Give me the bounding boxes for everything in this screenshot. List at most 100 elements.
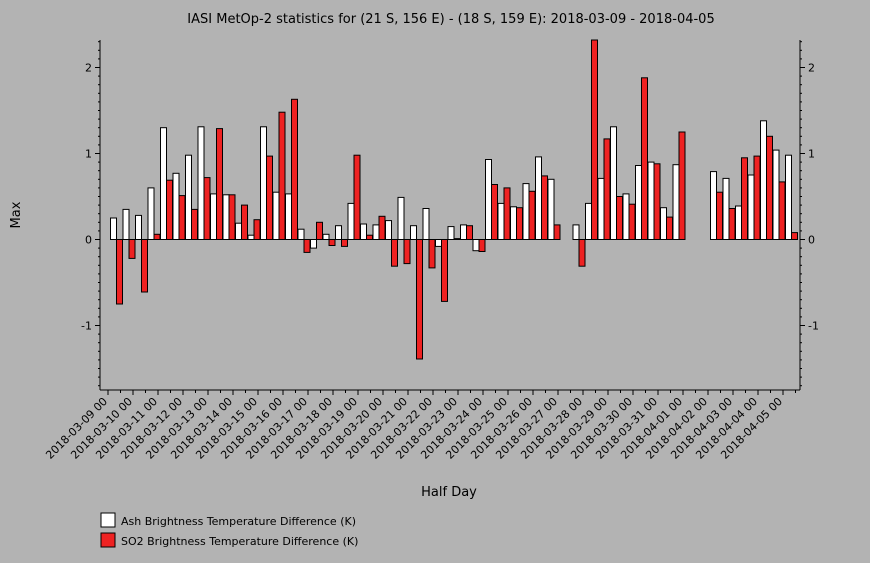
- legend-swatch-ash: [100, 512, 116, 528]
- bar-ash-16: [310, 239, 317, 249]
- x-axis-label: Half Day: [421, 485, 477, 500]
- bar-so2-43: [653, 163, 661, 240]
- bar-so2-15: [303, 239, 311, 253]
- bar-so2-42: [641, 77, 648, 240]
- bar-so2-12: [266, 155, 273, 241]
- bar-so2-7: [203, 177, 211, 241]
- bar-so2-33: [528, 190, 536, 241]
- legend-swatch-so2: [100, 532, 116, 548]
- bar-ash-0: [110, 217, 117, 240]
- bar-ash-30: [485, 159, 492, 240]
- bar-ash-51: [747, 174, 755, 240]
- bar-so2-10: [241, 204, 248, 241]
- y-tick-label-left: -1: [81, 320, 92, 333]
- bar-ash-9: [222, 194, 230, 241]
- bar-so2-31: [503, 187, 511, 240]
- y-tick-label-right: -1: [808, 320, 819, 333]
- bar-ash-21: [372, 224, 380, 240]
- bar-ash-5: [172, 172, 180, 240]
- bar-so2-26: [441, 239, 448, 302]
- bar-ash-14: [285, 193, 292, 240]
- bar-so2-9: [228, 194, 236, 241]
- bar-so2-13: [278, 111, 286, 240]
- y-tick-label-left: 1: [85, 148, 92, 161]
- bar-ash-25: [422, 208, 430, 240]
- bar-ash-35: [547, 178, 555, 241]
- bar-so2-52: [766, 135, 773, 240]
- bar-so2-54: [791, 232, 798, 241]
- bar-so2-22: [391, 239, 398, 267]
- bar-ash-32: [510, 206, 517, 241]
- bar-ash-26: [435, 239, 442, 247]
- y-tick-label-right: 0: [808, 234, 815, 247]
- bar-so2-30: [491, 184, 498, 240]
- legend-label-so2: SO2 Brightness Temperature Difference (K…: [121, 535, 358, 548]
- bar-so2-17: [328, 239, 336, 246]
- bar-so2-8: [216, 128, 223, 241]
- bar-so2-25: [428, 239, 436, 269]
- bar-ash-48: [710, 171, 717, 241]
- bar-ash-11: [247, 234, 255, 240]
- bar-so2-50: [741, 157, 748, 240]
- bar-so2-49: [728, 208, 736, 240]
- bar-so2-45: [678, 131, 686, 240]
- bar-so2-41: [628, 203, 636, 240]
- bar-so2-0: [116, 239, 123, 305]
- bar-so2-32: [516, 207, 523, 240]
- bar-so2-53: [778, 181, 786, 240]
- bar-so2-21: [378, 215, 386, 241]
- bar-so2-35: [553, 224, 561, 240]
- bar-ash-3: [147, 187, 155, 240]
- bar-so2-44: [666, 216, 673, 241]
- bar-so2-6: [191, 208, 198, 240]
- bar-ash-52: [760, 120, 767, 240]
- bar-so2-28: [466, 225, 473, 240]
- bar-so2-3: [153, 233, 161, 241]
- chart-title: IASI MetOp-2 statistics for (21 S, 156 E…: [187, 12, 714, 27]
- bar-so2-4: [166, 179, 173, 240]
- bar-so2-19: [353, 154, 361, 240]
- bar-ash-19: [347, 202, 355, 240]
- bar-ash-7: [197, 126, 205, 240]
- y-tick-label-right: 2: [808, 62, 815, 75]
- y-tick-label-right: 1: [808, 148, 815, 161]
- bar-so2-14: [291, 98, 298, 240]
- bar-ash-13: [272, 191, 280, 240]
- bar-ash-17: [322, 233, 330, 241]
- bar-ash-12: [260, 126, 267, 240]
- bar-so2-11: [253, 219, 261, 240]
- bar-ash-39: [597, 177, 605, 240]
- legend: Ash Brightness Temperature Difference (K…: [100, 512, 358, 548]
- bar-ash-24: [410, 225, 417, 240]
- bar-so2-16: [316, 221, 323, 241]
- bar-ash-54: [785, 154, 792, 240]
- bar-ash-37: [572, 224, 580, 240]
- bar-ash-4: [160, 127, 167, 240]
- bar-ash-45: [672, 164, 680, 240]
- bar-so2-5: [178, 195, 186, 241]
- bar-ash-49: [722, 177, 730, 240]
- bar-so2-48: [716, 191, 723, 240]
- bar-ash-15: [297, 228, 305, 240]
- bar-so2-24: [416, 239, 423, 360]
- bar-so2-39: [603, 138, 611, 240]
- bar-so2-2: [141, 239, 148, 293]
- bar-so2-34: [541, 175, 548, 240]
- bar-ash-18: [335, 225, 342, 240]
- bar-ash-38: [585, 202, 592, 240]
- bar-ash-22: [385, 220, 392, 241]
- bar-ash-28: [460, 224, 467, 240]
- bar-ash-2: [135, 214, 142, 240]
- y-tick-label-left: 0: [85, 234, 92, 247]
- bar-ash-53: [772, 149, 780, 241]
- bar-so2-51: [753, 155, 761, 241]
- bar-ash-29: [472, 239, 480, 252]
- bar-ash-10: [235, 222, 242, 240]
- bar-ash-31: [497, 202, 505, 240]
- bar-so2-18: [341, 239, 348, 247]
- bar-ash-40: [610, 126, 617, 240]
- bar-ash-6: [185, 154, 192, 240]
- bar-ash-50: [735, 205, 742, 240]
- y-axis-label: Max: [9, 201, 24, 228]
